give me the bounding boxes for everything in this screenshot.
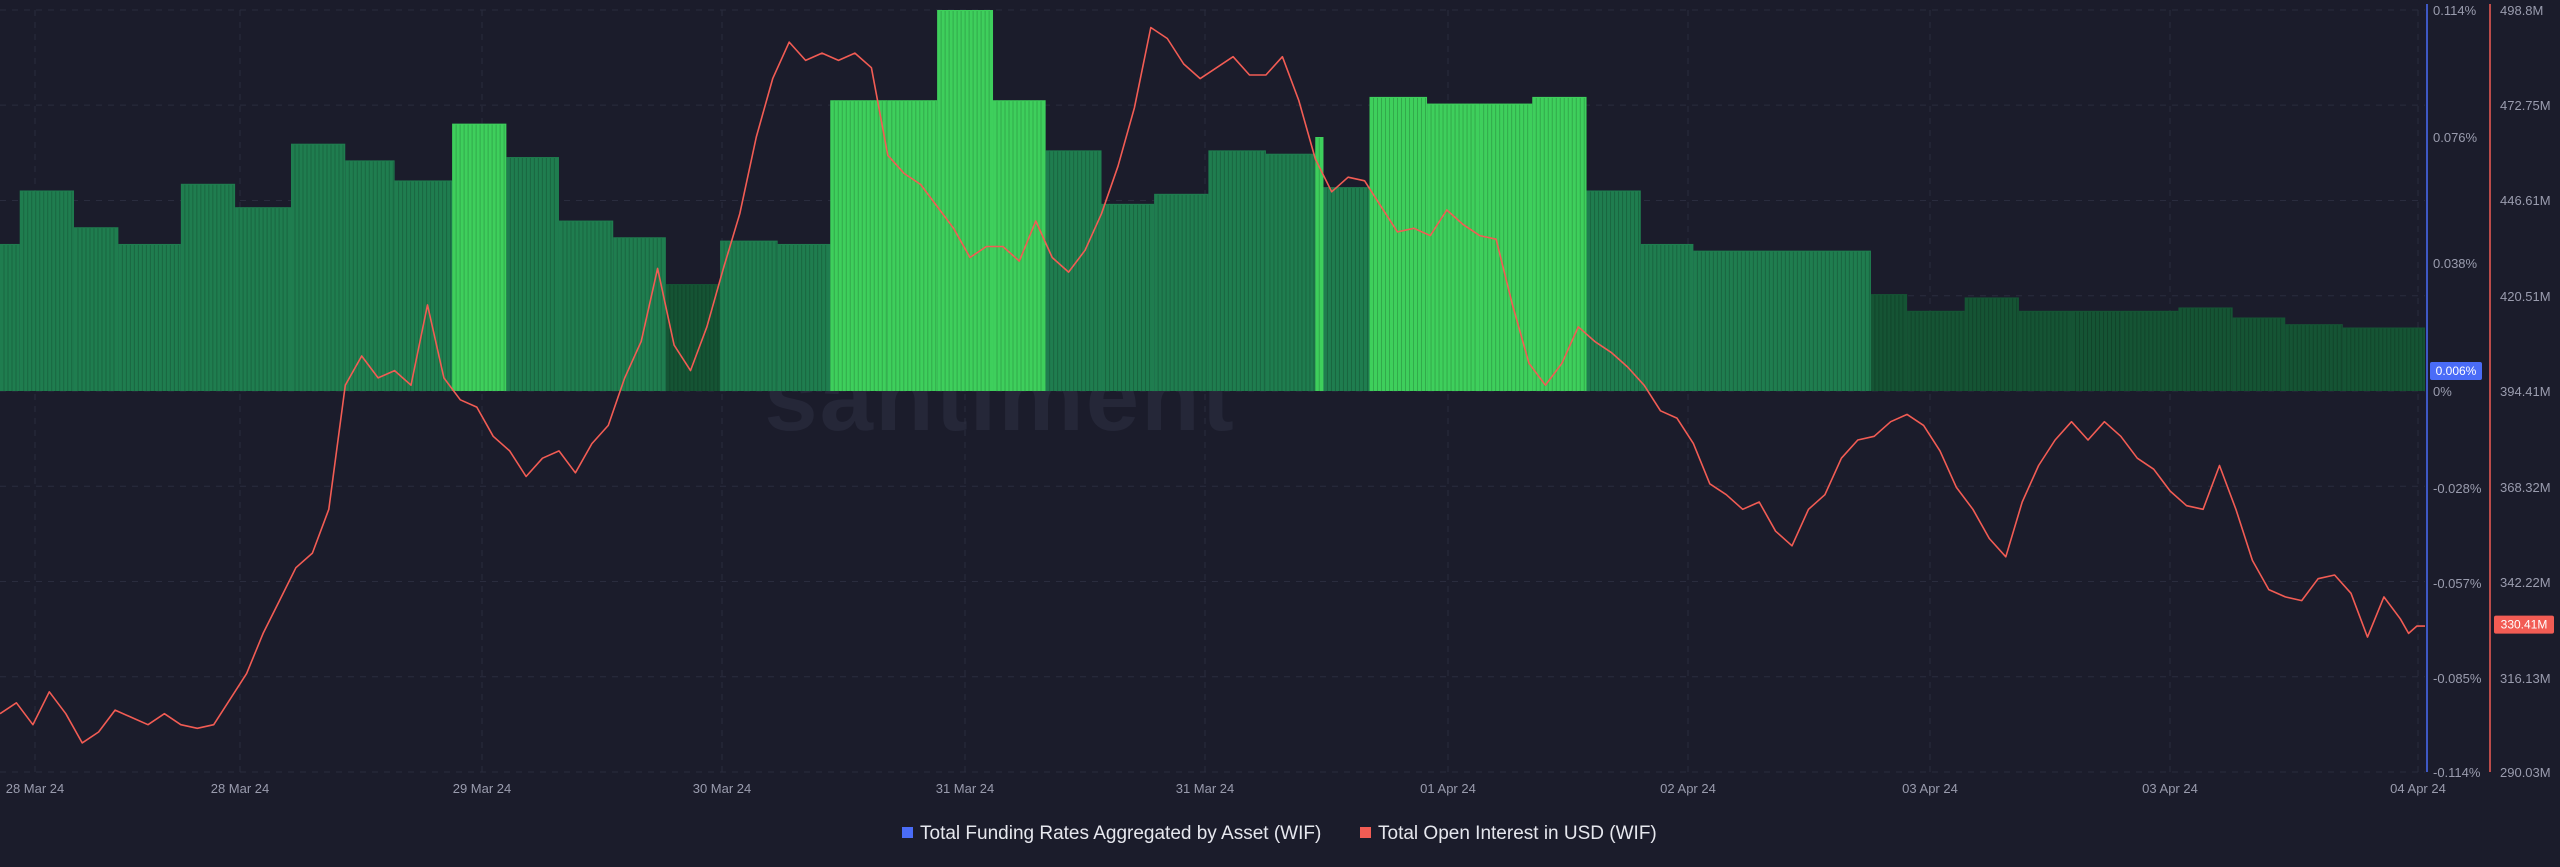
funding-rate-bar bbox=[558, 220, 614, 391]
legend-label-open-interest[interactable]: Total Open Interest in USD (WIF) bbox=[1378, 823, 1657, 844]
funding-rate-current-value: 0.006% bbox=[2436, 364, 2477, 378]
funding-rate-bar bbox=[2018, 310, 2072, 391]
funding-rate-bar bbox=[1427, 103, 1480, 391]
funding-rate-bar bbox=[19, 190, 74, 391]
funding-rate-bar bbox=[73, 227, 119, 391]
funding-rate-bar bbox=[506, 157, 559, 391]
left-axis-tick-label: 0.114% bbox=[2433, 3, 2477, 18]
left-axis-tick-label: -0.057% bbox=[2433, 576, 2482, 591]
funding-rate-bar bbox=[2232, 317, 2286, 391]
left-axis-tick-label: 0.038% bbox=[2433, 256, 2478, 271]
funding-rate-bar bbox=[1208, 150, 1266, 391]
x-axis-tick-label: 31 Mar 24 bbox=[1176, 781, 1235, 796]
right-axis-tick-label: 498.8M bbox=[2500, 3, 2543, 18]
x-axis-tick-label: 03 Apr 24 bbox=[1902, 781, 1958, 796]
funding-rate-bar bbox=[2071, 310, 2121, 391]
x-axis-tick-label: 02 Apr 24 bbox=[1660, 781, 1716, 796]
funding-rate-bar bbox=[2342, 327, 2425, 391]
open-interest-path bbox=[0, 26, 2425, 744]
x-axis-tick-label: 01 Apr 24 bbox=[1420, 781, 1476, 796]
funding-rate-bar bbox=[1045, 150, 1102, 391]
funding-rate-bar bbox=[1154, 193, 1209, 391]
funding-rate-bar bbox=[1323, 187, 1370, 391]
funding-rate-bar bbox=[665, 284, 721, 391]
x-axis-tick-label: 28 Mar 24 bbox=[211, 781, 270, 796]
funding-rate-bar bbox=[720, 240, 778, 391]
funding-rate-bar bbox=[1870, 294, 1908, 391]
funding-rate-bar bbox=[1315, 137, 1324, 391]
funding-rate-bar bbox=[1369, 96, 1428, 391]
right-axis-tick-label: 472.75M bbox=[2500, 98, 2551, 113]
funding-rate-bar bbox=[180, 183, 236, 391]
legend-label-funding-rate[interactable]: Total Funding Rates Aggregated by Asset … bbox=[920, 823, 1321, 844]
funding-rate-bar bbox=[613, 237, 666, 391]
funding-rate-bar bbox=[235, 207, 291, 391]
funding-rate-bar bbox=[0, 243, 20, 391]
funding-rate-bar bbox=[1693, 250, 1871, 391]
funding-rate-current-badge bbox=[2430, 361, 2482, 380]
open-interest-current-badge bbox=[2494, 615, 2554, 634]
left-axis-tick-label: -0.085% bbox=[2433, 671, 2482, 686]
funding-rate-bar bbox=[1265, 153, 1316, 391]
funding-rate-bar bbox=[777, 243, 831, 391]
left-axis-tick-label: 0.076% bbox=[2433, 130, 2478, 145]
legend: Total Funding Rates Aggregated by Asset … bbox=[902, 823, 1657, 844]
funding-rate-bar bbox=[937, 10, 994, 391]
right-axis-tick-label: 420.51M bbox=[2500, 289, 2551, 304]
x-axis-tick-label: 30 Mar 24 bbox=[693, 781, 752, 796]
x-axis-tick-label: 04 Apr 24 bbox=[2390, 781, 2446, 796]
funding-rate-bar bbox=[394, 180, 453, 391]
funding-rate-bar bbox=[452, 123, 507, 391]
funding-rate-bars bbox=[0, 10, 2425, 391]
funding-rate-bar bbox=[2120, 310, 2179, 391]
funding-rate-bar bbox=[1964, 297, 2019, 391]
funding-rate-bar bbox=[2178, 307, 2233, 391]
funding-rate-bar bbox=[1532, 96, 1587, 391]
axes: 0.114% 0.076% 0.038% 0% -0.028% -0.057% -0.085… bbox=[6, 3, 2554, 796]
funding-rate-bar bbox=[1101, 203, 1155, 391]
open-interest-current-value: 330.41M bbox=[2501, 618, 2548, 632]
left-axis-tick-label: -0.028% bbox=[2433, 481, 2482, 496]
legend-swatch-open-interest bbox=[1360, 827, 1371, 838]
funding-rate-bar bbox=[993, 100, 1046, 391]
funding-rate-bar bbox=[830, 100, 888, 391]
funding-rate-bar bbox=[345, 160, 395, 391]
funding-rate-bar bbox=[291, 143, 346, 391]
right-axis-tick-label: 368.32M bbox=[2500, 480, 2551, 495]
right-axis-tick-label: 316.13M bbox=[2500, 671, 2551, 686]
x-axis-tick-label: 28 Mar 24 bbox=[6, 781, 65, 796]
right-axis-tick-label: 290.03M bbox=[2500, 765, 2551, 780]
left-axis-tick-label: -0.114% bbox=[2433, 765, 2481, 780]
x-axis-tick-label: 29 Mar 24 bbox=[453, 781, 512, 796]
right-axis-tick-label: 342.22M bbox=[2500, 575, 2551, 590]
left-axis-tick-label: 0% bbox=[2433, 384, 2452, 399]
x-axis-tick-label: 31 Mar 24 bbox=[936, 781, 995, 796]
funding-rate-bar bbox=[1907, 310, 1965, 391]
x-axis-tick-label: 03 Apr 24 bbox=[2142, 781, 2198, 796]
funding-rate-bar bbox=[1586, 190, 1641, 391]
funding-rate-bar bbox=[2285, 324, 2343, 391]
open-interest-line bbox=[0, 26, 2425, 744]
legend-swatch-funding-rate bbox=[902, 827, 913, 838]
funding-rate-bar bbox=[1640, 243, 1694, 391]
funding-rate-bar bbox=[118, 243, 181, 391]
right-axis-tick-label: 446.61M bbox=[2500, 193, 2551, 208]
funding-rate-bar bbox=[887, 100, 938, 391]
right-axis-tick-label: 394.41M bbox=[2500, 384, 2551, 399]
